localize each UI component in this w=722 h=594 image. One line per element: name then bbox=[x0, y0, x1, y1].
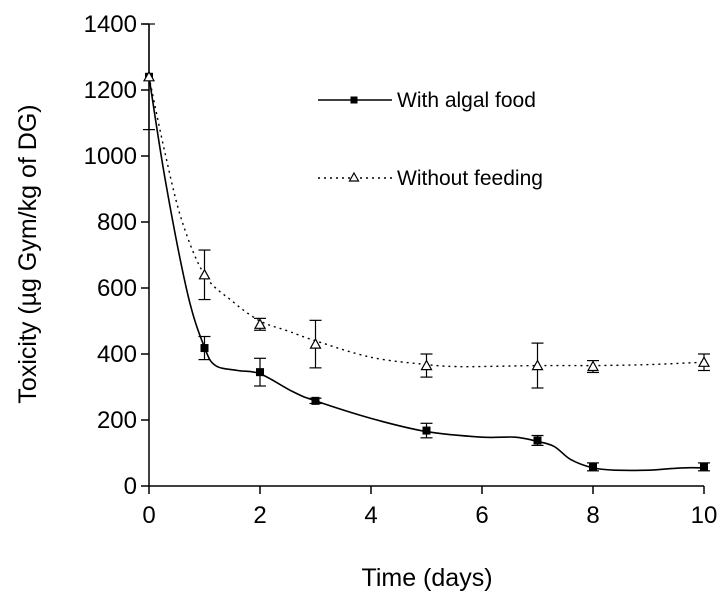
data-point-with-algal-food bbox=[422, 426, 431, 435]
data-point-with-algal-food bbox=[533, 436, 542, 445]
series-line-with-algal-food bbox=[148, 76, 705, 472]
legend-marker-square bbox=[350, 96, 358, 104]
x-tick-label: 8 bbox=[586, 502, 599, 529]
y-tick-label: 600 bbox=[97, 275, 137, 302]
legend-marker-triangle bbox=[348, 171, 360, 182]
data-point-without-feeding bbox=[142, 70, 156, 82]
data-point-with-algal-food bbox=[589, 462, 597, 471]
y-tick-label: 1000 bbox=[84, 143, 137, 170]
data-point-without-feeding bbox=[586, 360, 600, 372]
x-tick-label: 6 bbox=[475, 502, 488, 529]
y-tick-label: 0 bbox=[124, 473, 137, 500]
data-point-with-algal-food bbox=[700, 462, 708, 471]
data-markers bbox=[142, 70, 711, 471]
x-axis-title: Time (days) bbox=[361, 564, 492, 592]
tick-labels: 0 200 400 600 800 1000 1200 1400 0 2 4 6 8 10 bbox=[84, 11, 718, 529]
series-line-without-feeding bbox=[148, 76, 705, 368]
legend: With algal food Without feeding bbox=[318, 89, 543, 190]
x-tick-label: 10 bbox=[691, 502, 718, 529]
x-tick-label: 4 bbox=[364, 502, 377, 529]
y-tick-label: 400 bbox=[97, 341, 137, 368]
data-point-without-feeding bbox=[697, 356, 711, 367]
data-point-without-feeding bbox=[198, 268, 211, 280]
y-axis-title: Toxicity (µg Gym/kg of DG) bbox=[14, 104, 42, 403]
data-point-with-algal-food bbox=[256, 368, 264, 377]
y-tick-label: 1200 bbox=[84, 77, 137, 104]
y-tick-label: 800 bbox=[97, 209, 137, 236]
legend-label-with-algal-food: With algal food bbox=[397, 89, 536, 112]
data-point-without-feeding bbox=[309, 337, 322, 349]
data-point-without-feeding bbox=[253, 318, 267, 329]
x-tick-label: 0 bbox=[142, 502, 155, 529]
y-tick-label: 1400 bbox=[84, 11, 137, 38]
data-point-without-feeding bbox=[420, 359, 433, 371]
y-tick-label: 200 bbox=[97, 407, 137, 434]
data-point-with-algal-food bbox=[311, 396, 320, 405]
data-point-without-feeding bbox=[531, 359, 544, 371]
data-point-with-algal-food bbox=[200, 344, 209, 353]
fit-lines bbox=[148, 76, 705, 472]
legend-label-without-feeding: Without feeding bbox=[397, 167, 543, 190]
x-tick-label: 2 bbox=[253, 502, 266, 529]
